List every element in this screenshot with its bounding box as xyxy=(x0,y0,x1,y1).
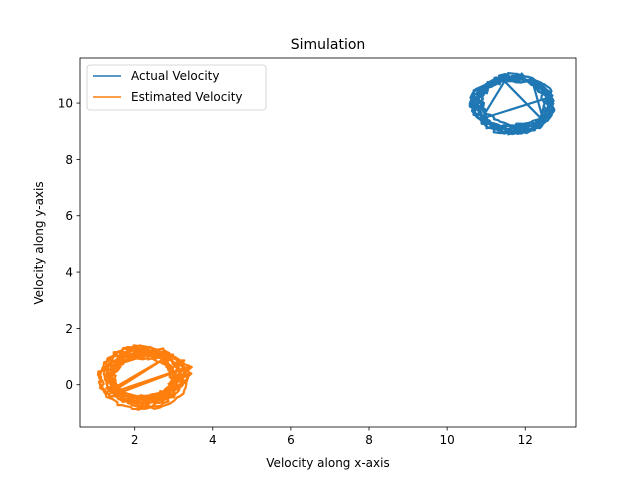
legend-box xyxy=(86,64,267,111)
y-tick-label: 2 xyxy=(65,322,73,336)
x-axis-ticks: 2 4 6 8 10 12 xyxy=(131,427,533,447)
y-tick-label: 0 xyxy=(65,378,73,392)
legend-label-estimated: Estimated Velocity xyxy=(131,90,243,104)
series-line-estimated-velocity xyxy=(96,344,193,411)
y-axis-label: Velocity along y-axis xyxy=(32,181,46,304)
chart-title: Simulation xyxy=(291,37,366,53)
x-tick-label: 4 xyxy=(209,433,217,447)
x-tick-label: 6 xyxy=(287,433,295,447)
legend: Actual Velocity Estimated Velocity xyxy=(86,64,267,111)
x-tick-label: 10 xyxy=(439,433,454,447)
x-axis-label: Velocity along x-axis xyxy=(266,456,389,470)
x-tick-label: 12 xyxy=(518,433,533,447)
x-tick-label: 2 xyxy=(131,433,139,447)
y-tick-label: 6 xyxy=(65,209,73,223)
y-tick-label: 10 xyxy=(58,97,73,111)
series-layer xyxy=(96,71,556,411)
y-tick-label: 4 xyxy=(65,266,73,280)
x-tick-label: 8 xyxy=(365,433,373,447)
y-tick-label: 8 xyxy=(65,153,73,167)
y-axis-ticks: 0 2 4 6 8 10 xyxy=(58,97,80,392)
series-line-actual-velocity xyxy=(468,71,556,136)
legend-label-actual: Actual Velocity xyxy=(131,69,219,83)
axes-frame xyxy=(79,57,577,428)
